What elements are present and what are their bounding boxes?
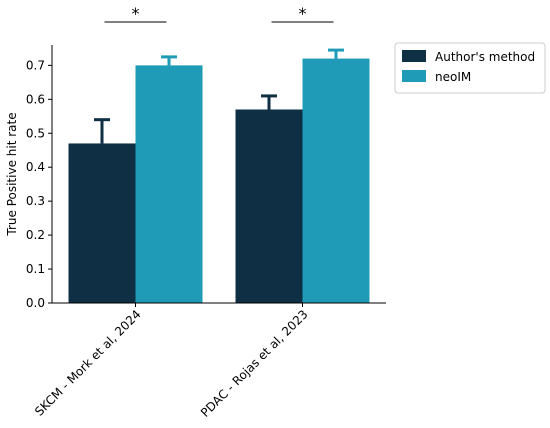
- legend-swatch: [402, 70, 426, 82]
- y-tick-label: 0.1: [26, 262, 45, 276]
- bar: [135, 65, 203, 303]
- legend: Author's method neoIM: [394, 42, 546, 94]
- y-tick-label: 0.3: [26, 194, 45, 208]
- error-bars-layer: [94, 48, 344, 144]
- legend-label: Author's method: [435, 50, 535, 64]
- legend-label: neoIM: [435, 70, 471, 84]
- x-tick-label: SKCM - Mork et al, 2024: [32, 307, 143, 418]
- legend-box: [394, 42, 546, 94]
- y-tick-label: 0.4: [26, 160, 45, 174]
- y-tick-label: 0.2: [26, 228, 45, 242]
- x-ticks: SKCM - Mork et al, 2024 PDAC - Rojas et a…: [32, 303, 311, 420]
- significance-star: *: [132, 4, 140, 23]
- significance-layer: * *: [104, 4, 334, 23]
- y-tick-label: 0.5: [26, 126, 45, 140]
- bar: [68, 143, 136, 303]
- y-tick-label: 0.6: [26, 92, 45, 106]
- y-tick-label: 0.0: [26, 296, 45, 310]
- y-ticks: 0.0 0.1 0.2 0.3 0.4 0.5 0.6 0.7: [26, 58, 52, 310]
- bar: [302, 58, 370, 303]
- y-tick-label: 0.7: [26, 58, 45, 72]
- x-tick-label: PDAC - Rojas et al, 2023: [198, 307, 311, 420]
- significance-star: *: [299, 4, 307, 23]
- axes-layer: [51, 45, 386, 304]
- bar: [235, 109, 303, 303]
- legend-swatch: [402, 50, 426, 62]
- y-axis-label: True Positive hit rate: [5, 112, 19, 236]
- bars-layer: [68, 58, 370, 303]
